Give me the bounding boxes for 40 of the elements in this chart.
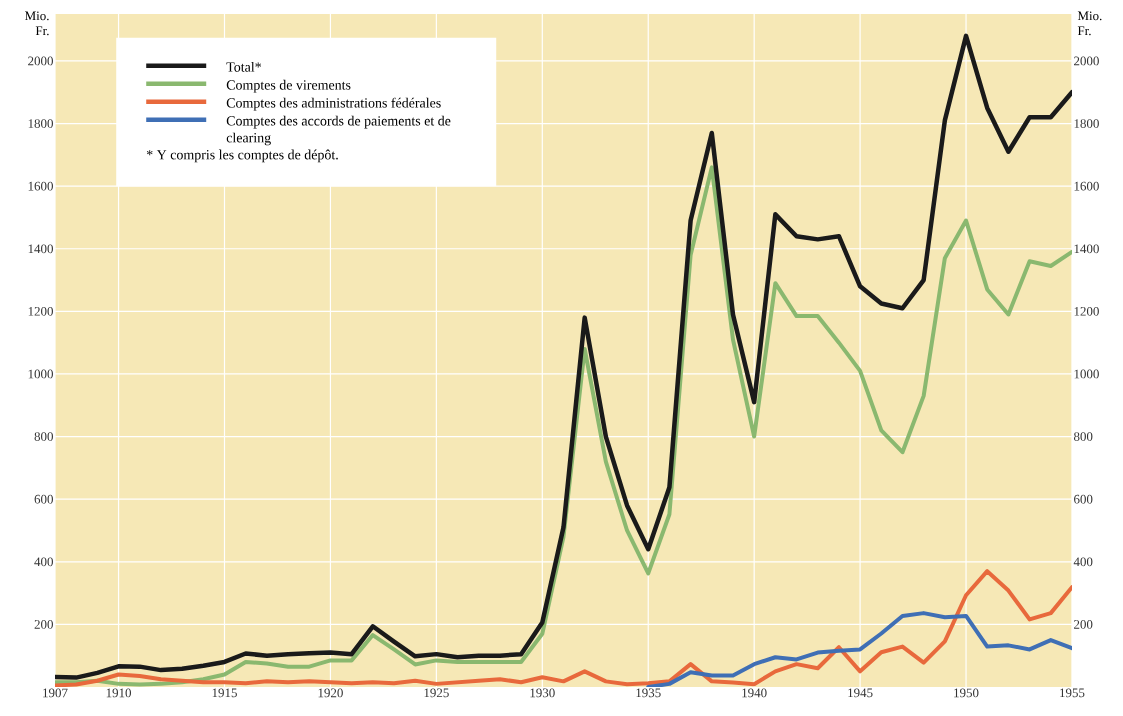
y2-tick-label: 2000 [1074, 56, 1099, 66]
annotation: * Y compris les comptes de dépôt. [146, 149, 338, 163]
x-tick-label: 1907 [43, 688, 68, 698]
y-tick-label: 800 [34, 432, 53, 441]
line-series [55, 33, 1072, 680]
y2-tick-label: 800 [1073, 432, 1093, 441]
y-tick-label: 1600 [28, 181, 53, 191]
y-tick-label: 1800 [28, 119, 53, 128]
y2-tick-label: 1200 [1074, 307, 1099, 316]
x-tick-label: 1930 [530, 688, 555, 698]
y-tick-label: 400 [34, 557, 53, 567]
legend-label: Total* [226, 61, 262, 72]
y2-tick-label: 600 [1074, 494, 1093, 504]
x-tick-label: 1925 [424, 688, 449, 698]
y-tick-label: 2000 [28, 56, 53, 66]
x-tick-label: 1935 [636, 688, 661, 698]
y2-tick-label: 1800 [1074, 119, 1099, 128]
x-tick-label: 1950 [954, 688, 979, 698]
line-series [646, 611, 1072, 687]
y2-tick-label: 200 [1074, 620, 1093, 629]
legend-label: Comptes des accords de paiements et de clearing [226, 115, 451, 146]
y-tick-label: 1000 [28, 369, 53, 379]
y2-tick-label: 1400 [1074, 244, 1099, 254]
y-tick-label: 1200 [28, 307, 53, 316]
x-tick-label: 1910 [106, 688, 132, 698]
x-tick-label: 1940 [742, 688, 767, 698]
y-axis-title: Mio. Fr. [25, 11, 49, 36]
y2-tick-label: 1600 [1074, 181, 1099, 191]
y-tick-label: 200 [34, 620, 53, 629]
legend-label: Comptes de virements [226, 79, 351, 93]
y2-axis-title: Mio. Fr. [1077, 11, 1102, 36]
x-tick-label: 1955 [1060, 688, 1085, 698]
y2-tick-label: 400 [1073, 557, 1093, 567]
x-tick-label: 1920 [318, 688, 343, 698]
x-tick-label: 1945 [848, 688, 873, 698]
y-tick-label: 600 [34, 494, 53, 504]
x-tick-label: 1915 [212, 688, 237, 698]
y-tick-label: 1400 [28, 244, 53, 254]
y2-tick-label: 1000 [1074, 369, 1099, 379]
legend-label: Comptes des administrations fédérales [226, 97, 441, 111]
